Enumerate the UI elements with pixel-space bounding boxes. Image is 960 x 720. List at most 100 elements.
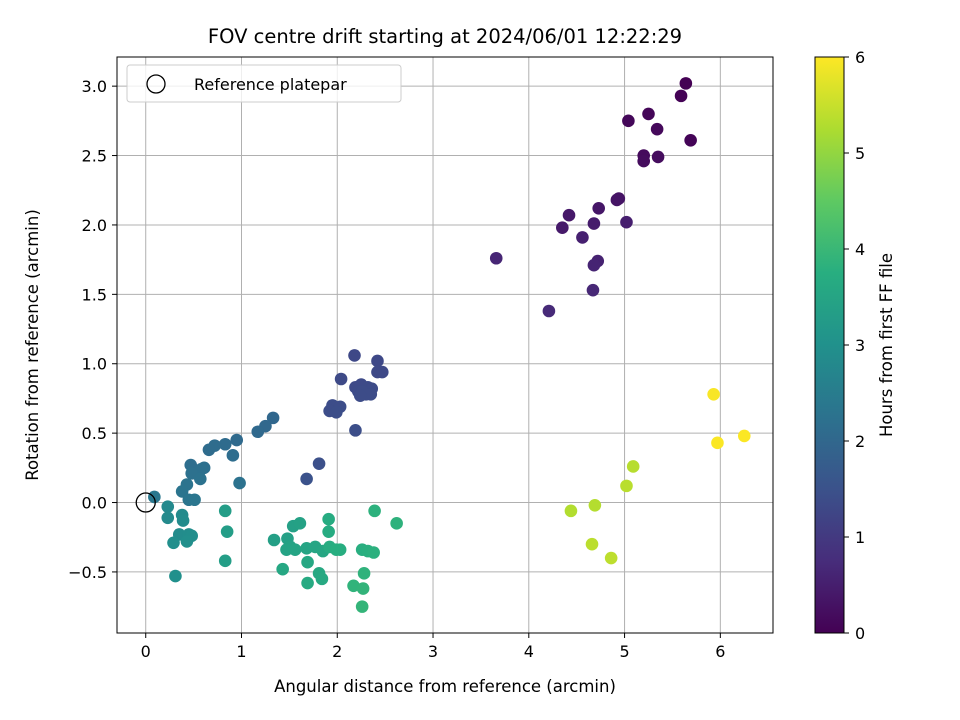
- data-point: [233, 476, 246, 490]
- y-tick-label: 3.0: [82, 77, 107, 96]
- data-point: [587, 258, 601, 272]
- data-point: [651, 150, 665, 164]
- y-tick-label: 1.5: [82, 285, 107, 304]
- data-point: [176, 514, 190, 527]
- data-point: [368, 504, 381, 518]
- y-axis-label: Rotation from reference (arcmin): [23, 209, 42, 481]
- data-point: [348, 349, 361, 362]
- colorbar-gradient: [814, 56, 845, 634]
- data-point: [592, 201, 606, 215]
- data-point: [355, 600, 369, 613]
- data-point: [226, 449, 240, 462]
- colorbar-tick-label: 3: [855, 336, 865, 355]
- data-point: [267, 533, 281, 547]
- data-point: [737, 429, 751, 443]
- data-point: [371, 354, 384, 368]
- data-point: [330, 406, 343, 419]
- data-point: [266, 411, 280, 425]
- y-tick-label: 0.0: [82, 494, 107, 513]
- data-point: [626, 460, 640, 473]
- data-point: [220, 525, 234, 538]
- data-point: [194, 462, 208, 476]
- data-point: [315, 572, 329, 586]
- y-tick-label: −0.5: [68, 563, 107, 582]
- data-point: [322, 512, 335, 526]
- data-point: [347, 579, 360, 593]
- reference-marker-group: [135, 492, 156, 513]
- legend-label: Reference platepar: [194, 75, 347, 94]
- data-point: [167, 536, 180, 550]
- colorbar-tick-label: 0: [855, 624, 865, 643]
- x-tick-label: 0: [141, 642, 151, 661]
- colorbar: 0 1 2 3 4 5 6 Hours from first FF file: [814, 48, 896, 643]
- data-point: [169, 569, 182, 583]
- data-point: [251, 425, 265, 439]
- data-point: [276, 562, 289, 576]
- data-point: [556, 221, 569, 235]
- grid: [117, 57, 773, 633]
- data-point: [684, 133, 697, 147]
- data-point: [188, 493, 201, 507]
- data-point: [322, 525, 335, 538]
- colorbar-tick-label: 2: [855, 432, 865, 451]
- data-points: [148, 77, 751, 613]
- data-point: [637, 154, 651, 168]
- data-point: [230, 433, 244, 447]
- data-point: [161, 511, 175, 525]
- data-point: [148, 490, 161, 504]
- data-point: [622, 114, 635, 128]
- data-point: [620, 215, 633, 229]
- data-point: [375, 365, 389, 379]
- data-point: [180, 535, 194, 548]
- x-tick-label: 6: [715, 642, 725, 661]
- data-point: [711, 436, 724, 450]
- y-tick-label: 0.5: [82, 424, 107, 443]
- data-point: [585, 537, 599, 551]
- data-point: [301, 555, 314, 569]
- data-point: [288, 543, 302, 557]
- data-point: [357, 567, 371, 580]
- data-point: [642, 107, 655, 121]
- data-point: [349, 424, 362, 437]
- data-point: [218, 554, 232, 568]
- data-point: [489, 251, 503, 265]
- data-point: [562, 208, 576, 222]
- data-point: [650, 122, 664, 136]
- colorbar-label: Hours from first FF file: [877, 253, 896, 437]
- colorbar-tick-label: 5: [855, 144, 865, 163]
- data-point: [218, 504, 232, 518]
- data-point: [604, 551, 618, 565]
- y-tick-label: 1.0: [82, 355, 107, 374]
- data-point: [588, 499, 602, 512]
- data-point: [356, 582, 370, 595]
- x-axis-ticks: 0 1 2 3 4 5 6: [141, 633, 725, 661]
- data-point: [542, 304, 556, 318]
- y-tick-label: 2.5: [82, 147, 107, 166]
- data-point: [293, 517, 307, 530]
- data-point: [330, 543, 343, 557]
- y-axis-ticks: −0.5 0.0 0.5 1.0 1.5 2.0 2.5 3.0: [68, 77, 117, 582]
- data-point: [334, 372, 348, 386]
- reference-platepar-marker: [135, 492, 156, 513]
- data-point: [564, 504, 578, 518]
- data-point: [161, 500, 175, 513]
- legend-marker-circle: [146, 74, 166, 94]
- colorbar-ticks: 0 1 2 3 4 5 6: [844, 48, 865, 643]
- data-point: [707, 387, 720, 401]
- x-tick-label: 2: [332, 642, 342, 661]
- plot-frame: [116, 56, 774, 634]
- y-tick-label: 2.0: [82, 216, 107, 235]
- x-tick-label: 5: [619, 642, 629, 661]
- data-point: [194, 472, 207, 486]
- data-point: [280, 543, 293, 557]
- data-point: [218, 437, 232, 451]
- legend-box: [126, 64, 402, 103]
- x-tick-label: 3: [428, 642, 438, 661]
- data-point: [202, 443, 216, 457]
- colorbar-tick-label: 6: [855, 48, 865, 67]
- data-point: [312, 457, 326, 470]
- data-point: [300, 472, 313, 486]
- data-point: [610, 193, 624, 207]
- chart-title: FOV centre drift starting at 2024/06/01 …: [208, 25, 682, 48]
